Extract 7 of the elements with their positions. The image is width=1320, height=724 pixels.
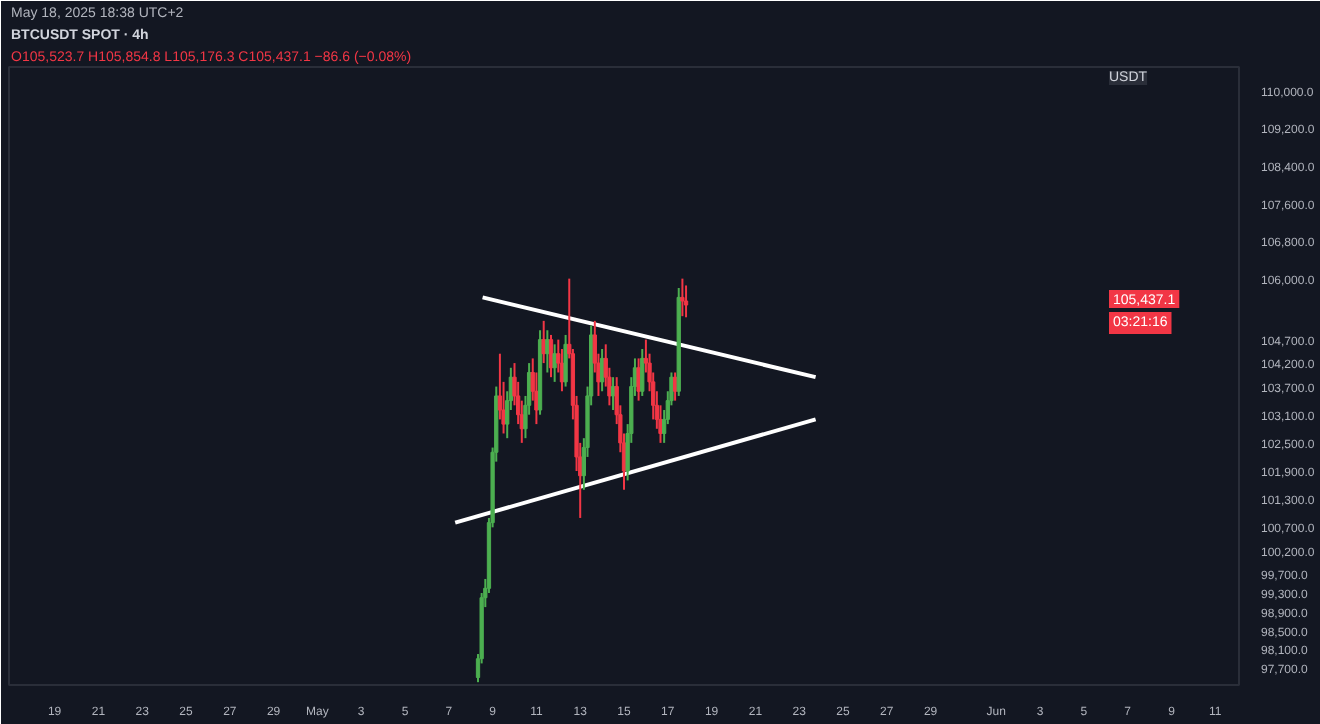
candlestick: [640, 348, 645, 397]
candlestick: [563, 333, 568, 388]
candlestick: [683, 284, 689, 319]
candlestick: [636, 357, 641, 402]
candlestick: [680, 277, 685, 318]
candlestick: [541, 319, 546, 365]
candlestick: [552, 343, 557, 383]
